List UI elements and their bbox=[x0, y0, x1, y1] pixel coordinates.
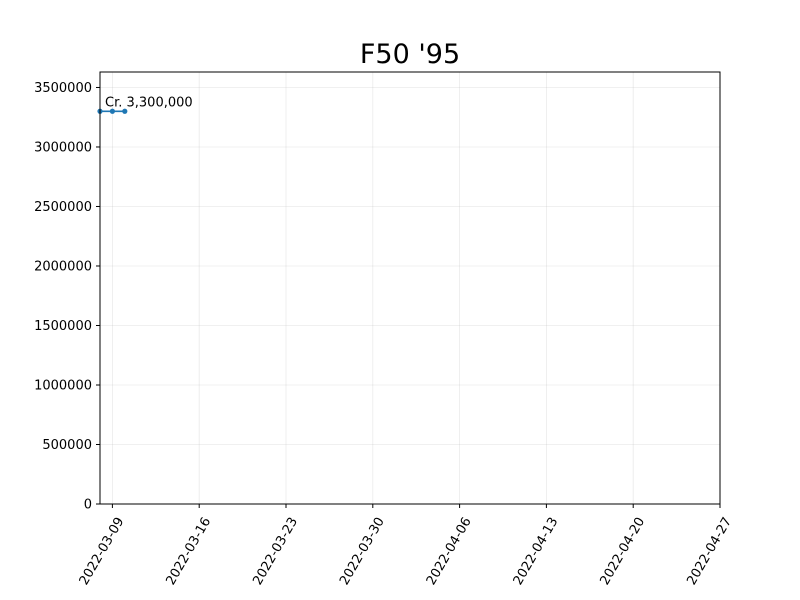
x-tick-label: 2022-03-23 bbox=[250, 515, 301, 588]
plot-frame bbox=[99, 71, 721, 505]
y-tick-label: 3500000 bbox=[34, 81, 92, 96]
y-tick-label: 3000000 bbox=[34, 140, 92, 155]
y-tick-label: 500000 bbox=[42, 438, 92, 453]
x-tick-label: 2022-03-30 bbox=[337, 515, 388, 588]
x-tick-label: 2022-04-27 bbox=[684, 515, 735, 588]
series-layer bbox=[97, 108, 128, 114]
x-axis-ticks: 2022-03-09 2022-03-16 2022-03-23 2022-03-30… bbox=[77, 504, 735, 588]
x-tick-label: 2022-03-09 bbox=[77, 515, 128, 588]
y-tick-label: 2000000 bbox=[34, 259, 92, 274]
x-tick-label: 2022-04-06 bbox=[424, 515, 475, 588]
y-tick-label: 2500000 bbox=[34, 200, 92, 215]
data-point bbox=[109, 108, 115, 114]
y-tick-label: 1000000 bbox=[34, 378, 92, 393]
y-axis-ticks: 0 500000 1000000 1500000 2000000 2500000 30000… bbox=[34, 81, 100, 513]
annotation-layer: Cr. 3,300,000 bbox=[105, 95, 193, 110]
axes bbox=[99, 71, 721, 505]
x-tick-label: 2022-04-20 bbox=[598, 515, 649, 588]
y-tick-label: 0 bbox=[84, 498, 92, 513]
y-tick-label: 1500000 bbox=[34, 319, 92, 334]
value-annotation: Cr. 3,300,000 bbox=[105, 95, 193, 110]
data-point bbox=[122, 108, 128, 114]
x-tick-label: 2022-04-13 bbox=[511, 515, 562, 588]
x-tick-label: 2022-03-16 bbox=[164, 515, 215, 588]
grid bbox=[100, 72, 721, 505]
chart-title: F50 '95 bbox=[360, 39, 460, 70]
